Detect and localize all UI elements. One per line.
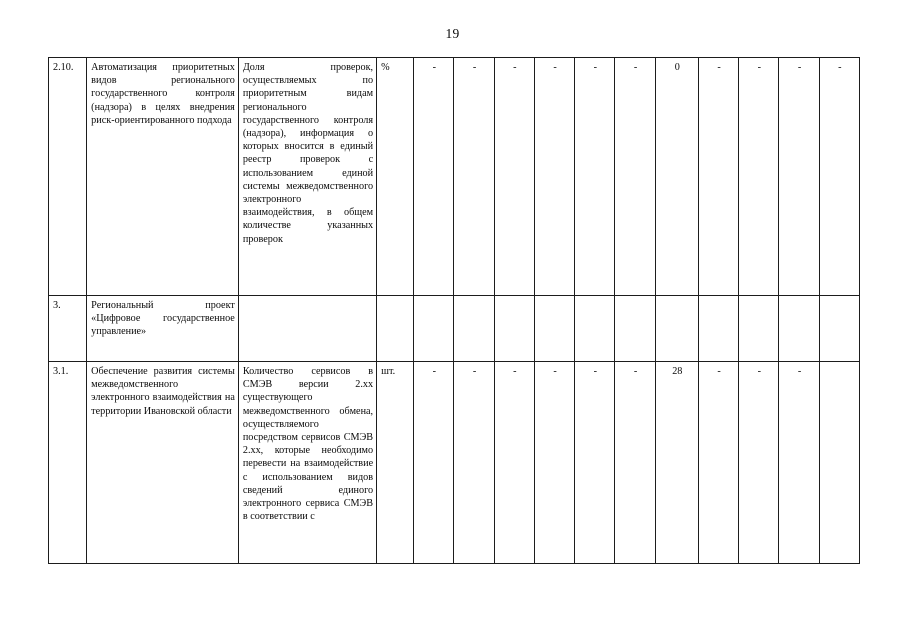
value-cell-10 (818, 361, 861, 564)
row-name-cell: Автоматизация приоритетных видов региона… (86, 57, 239, 296)
value-cell-4: - (533, 361, 576, 564)
value-cell-5: - (574, 361, 616, 564)
page-number: 19 (445, 26, 460, 41)
value-cell-6: - (614, 57, 656, 296)
value-cell-7: - (697, 57, 740, 296)
row-indicator-cell: Доля проверок, осуществляемых по приорит… (237, 57, 378, 296)
value-cell-5: - (574, 57, 616, 296)
value-cell-5 (574, 295, 616, 362)
value-cell-6: - (614, 361, 656, 564)
value-cell-8: - (738, 361, 780, 564)
value-cell-8 (738, 295, 780, 362)
highlighted-value-cell (654, 295, 699, 362)
row-number-cell: 3. (47, 295, 88, 362)
value-cell-1: - (413, 361, 455, 564)
row-unit-cell: шт. (376, 361, 415, 564)
row-number-cell: 2.10. (47, 57, 88, 296)
value-cell-7 (697, 295, 740, 362)
value-cell-10: - (818, 57, 861, 296)
value-cell-8: - (738, 57, 780, 296)
table-row: 2.10. Автоматизация приоритетных видов р… (47, 57, 861, 296)
indicators-table: 2.10. Автоматизация приоритетных видов р… (47, 57, 861, 564)
highlighted-value-cell: 28 (654, 361, 699, 564)
row-unit-cell (376, 295, 415, 362)
value-cell-9 (778, 295, 820, 362)
row-number-cell: 3.1. (47, 361, 88, 564)
value-cell-3 (493, 295, 535, 362)
value-cell-2: - (453, 361, 495, 564)
value-cell-7: - (697, 361, 740, 564)
row-indicator-cell: Количество сервисов в СМЭВ версии 2.хх с… (237, 361, 378, 564)
value-cell-9: - (778, 361, 820, 564)
table-row: 3.1. Обеспечение развития системы межвед… (47, 361, 861, 564)
value-cell-2: - (453, 57, 495, 296)
value-cell-9: - (778, 57, 820, 296)
table-row: 3. Региональный проект «Цифровое государ… (47, 295, 861, 362)
value-cell-10 (818, 295, 861, 362)
table-container: 2.10. Автоматизация приоритетных видов р… (47, 57, 861, 564)
row-name-cell: Обеспечение развития системы межведомств… (86, 361, 239, 564)
value-cell-3: - (493, 361, 535, 564)
value-cell-4 (533, 295, 576, 362)
row-indicator-cell (237, 295, 378, 362)
value-cell-4: - (533, 57, 576, 296)
highlighted-value-cell: 0 (654, 57, 699, 296)
row-name-cell: Региональный проект «Цифровое государств… (86, 295, 239, 362)
value-cell-1: - (413, 57, 455, 296)
row-unit-cell: % (376, 57, 415, 296)
value-cell-2 (453, 295, 495, 362)
value-cell-6 (614, 295, 656, 362)
value-cell-1 (413, 295, 455, 362)
value-cell-3: - (493, 57, 535, 296)
